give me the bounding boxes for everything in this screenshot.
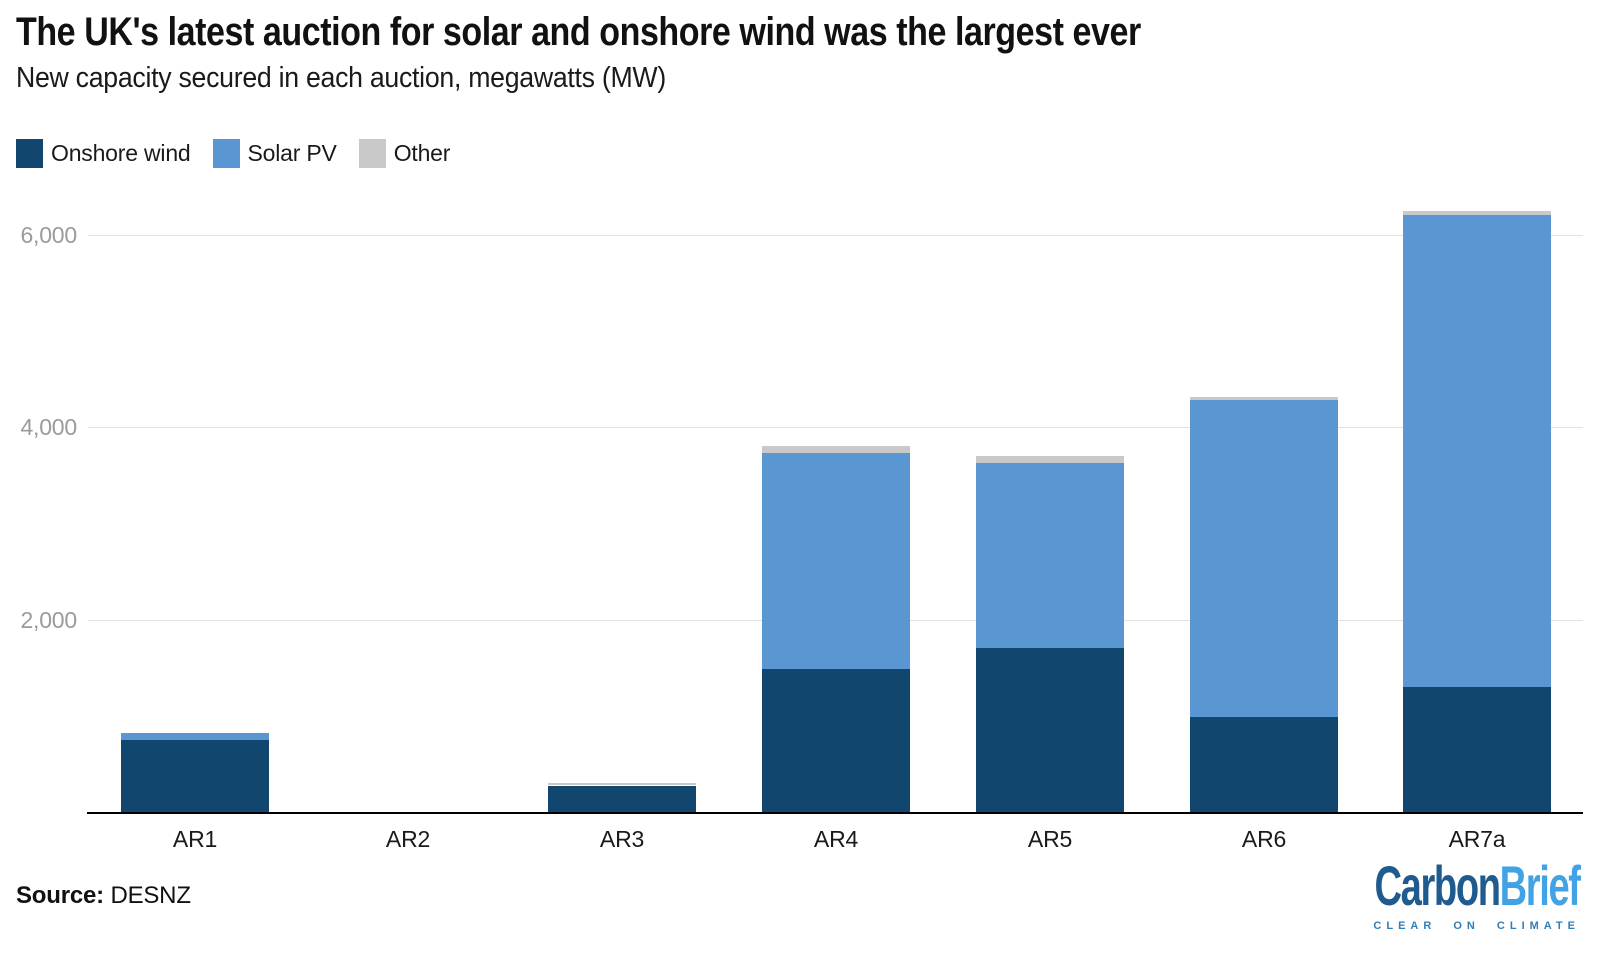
x-tick-label-AR6: AR6 (1241, 826, 1287, 852)
bar-AR5-other (976, 455, 1124, 463)
logo-tagline: CLEAR ON CLIMATE (1373, 920, 1580, 932)
chart-legend: Onshore wind Solar PV Other (16, 139, 450, 168)
carbonbrief-logo: CarbonBrief CLEAR ON CLIMATE (1278, 858, 1581, 933)
source-value: DESNZ (110, 882, 191, 909)
legend-swatch-solar-pv (212, 139, 240, 168)
chart-title: The UK's latest auction for solar and on… (16, 10, 1141, 54)
chart-subtitle: New capacity secured in each auction, me… (16, 62, 666, 94)
source-label: Source: (16, 882, 104, 909)
source-note: Source: DESNZ (16, 882, 191, 910)
bar-AR4-other (762, 446, 910, 453)
bar-AR1-onshore-wind (121, 739, 269, 812)
y-tick-label-6000: 6,000 (20, 222, 77, 248)
bar-AR3-onshore-wind (548, 785, 696, 812)
logo-carbon-text: Carbon (1374, 854, 1501, 917)
y-tick-label-4000: 4,000 (20, 414, 77, 440)
x-tick-label-AR4: AR4 (813, 826, 859, 852)
legend-swatch-other (358, 139, 386, 168)
y-tick-label-2000: 2,000 (20, 607, 77, 633)
bar-AR3-other (548, 782, 696, 786)
x-tick-label-AR5: AR5 (1027, 826, 1073, 852)
legend-item-onshore-wind: Onshore wind (16, 139, 191, 168)
x-tick-label-AR2: AR2 (385, 826, 431, 852)
gridline-4000 (88, 427, 1583, 428)
bar-AR6-solar-pv (1190, 400, 1338, 717)
x-axis-line (87, 812, 1583, 814)
bar-AR4-solar-pv (762, 453, 910, 669)
bar-AR7a-onshore-wind (1403, 686, 1551, 812)
x-tick-label-AR1: AR1 (172, 826, 218, 852)
legend-label-other: Other (393, 140, 451, 166)
bar-AR6-onshore-wind (1190, 716, 1338, 812)
bar-AR1-solar-pv (121, 732, 269, 740)
bar-AR4-onshore-wind (762, 668, 910, 812)
bar-AR5-onshore-wind (976, 648, 1124, 812)
legend-item-solar-pv: Solar PV (212, 139, 337, 168)
logo-brief-text: Brief (1500, 854, 1581, 917)
x-tick-label-AR7a: AR7a (1448, 826, 1506, 852)
x-tick-label-AR3: AR3 (599, 826, 645, 852)
bar-AR7a-solar-pv (1403, 215, 1551, 687)
carbonbrief-logo-text: CarbonBrief (1375, 858, 1581, 914)
bar-AR5-solar-pv (976, 462, 1124, 649)
legend-swatch-onshore-wind (16, 139, 43, 168)
bar-AR6-other (1190, 397, 1338, 401)
bar-AR7a-other (1403, 211, 1551, 216)
legend-label-solar-pv: Solar PV (247, 140, 337, 166)
legend-label-onshore-wind: Onshore wind (51, 140, 191, 166)
gridline-6000 (88, 235, 1583, 236)
legend-item-other: Other (358, 139, 451, 168)
